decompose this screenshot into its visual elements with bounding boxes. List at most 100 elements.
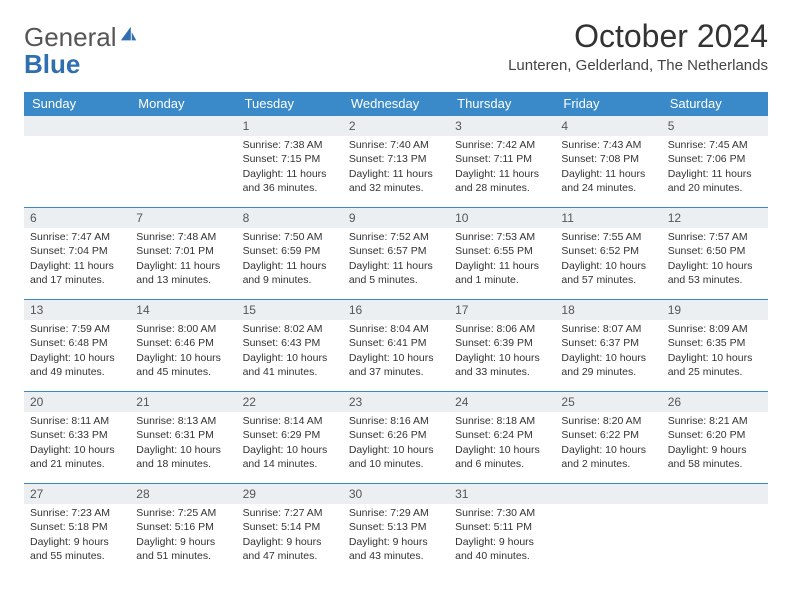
day-number-empty [130,116,236,136]
day-number: 31 [449,484,555,504]
calendar-day-cell: 9Sunrise: 7:52 AMSunset: 6:57 PMDaylight… [343,208,449,300]
day-details: Sunrise: 8:16 AMSunset: 6:26 PMDaylight:… [343,412,449,475]
weekday-header: Monday [130,92,236,116]
day-number: 22 [237,392,343,412]
day-number: 23 [343,392,449,412]
day-details: Sunrise: 7:50 AMSunset: 6:59 PMDaylight:… [237,228,343,291]
calendar-day-cell: 24Sunrise: 8:18 AMSunset: 6:24 PMDayligh… [449,392,555,484]
day-number: 3 [449,116,555,136]
day-number: 8 [237,208,343,228]
calendar-day-cell: 22Sunrise: 8:14 AMSunset: 6:29 PMDayligh… [237,392,343,484]
day-details: Sunrise: 7:47 AMSunset: 7:04 PMDaylight:… [24,228,130,291]
calendar-day-cell: 7Sunrise: 7:48 AMSunset: 7:01 PMDaylight… [130,208,236,300]
calendar-day-cell: 25Sunrise: 8:20 AMSunset: 6:22 PMDayligh… [555,392,661,484]
logo-text-blue: Blue [24,49,80,79]
calendar-day-cell: 8Sunrise: 7:50 AMSunset: 6:59 PMDaylight… [237,208,343,300]
day-details: Sunrise: 7:59 AMSunset: 6:48 PMDaylight:… [24,320,130,383]
day-details: Sunrise: 7:40 AMSunset: 7:13 PMDaylight:… [343,136,449,199]
day-number: 5 [662,116,768,136]
calendar-day-cell: 19Sunrise: 8:09 AMSunset: 6:35 PMDayligh… [662,300,768,392]
day-details: Sunrise: 8:11 AMSunset: 6:33 PMDaylight:… [24,412,130,475]
weekday-header: Sunday [24,92,130,116]
calendar-header-row: SundayMondayTuesdayWednesdayThursdayFrid… [24,92,768,116]
calendar-day-cell: 28Sunrise: 7:25 AMSunset: 5:16 PMDayligh… [130,484,236,576]
day-number: 30 [343,484,449,504]
day-number: 2 [343,116,449,136]
calendar-empty-cell [555,484,661,576]
calendar-empty-cell [662,484,768,576]
calendar-day-cell: 14Sunrise: 8:00 AMSunset: 6:46 PMDayligh… [130,300,236,392]
weekday-header: Tuesday [237,92,343,116]
day-details: Sunrise: 7:57 AMSunset: 6:50 PMDaylight:… [662,228,768,291]
day-details: Sunrise: 8:14 AMSunset: 6:29 PMDaylight:… [237,412,343,475]
calendar-day-cell: 10Sunrise: 7:53 AMSunset: 6:55 PMDayligh… [449,208,555,300]
day-number: 6 [24,208,130,228]
day-number: 10 [449,208,555,228]
calendar-empty-cell [130,116,236,208]
day-details: Sunrise: 8:13 AMSunset: 6:31 PMDaylight:… [130,412,236,475]
calendar-week-row: 1Sunrise: 7:38 AMSunset: 7:15 PMDaylight… [24,116,768,208]
day-details: Sunrise: 8:18 AMSunset: 6:24 PMDaylight:… [449,412,555,475]
calendar-table: SundayMondayTuesdayWednesdayThursdayFrid… [24,92,768,576]
calendar-day-cell: 26Sunrise: 8:21 AMSunset: 6:20 PMDayligh… [662,392,768,484]
calendar-day-cell: 11Sunrise: 7:55 AMSunset: 6:52 PMDayligh… [555,208,661,300]
day-number: 26 [662,392,768,412]
day-number: 27 [24,484,130,504]
calendar-week-row: 20Sunrise: 8:11 AMSunset: 6:33 PMDayligh… [24,392,768,484]
calendar-day-cell: 13Sunrise: 7:59 AMSunset: 6:48 PMDayligh… [24,300,130,392]
calendar-day-cell: 3Sunrise: 7:42 AMSunset: 7:11 PMDaylight… [449,116,555,208]
calendar-day-cell: 29Sunrise: 7:27 AMSunset: 5:14 PMDayligh… [237,484,343,576]
day-details: Sunrise: 7:30 AMSunset: 5:11 PMDaylight:… [449,504,555,567]
logo-sail-icon [119,24,139,44]
day-details: Sunrise: 8:00 AMSunset: 6:46 PMDaylight:… [130,320,236,383]
day-number: 11 [555,208,661,228]
day-details: Sunrise: 8:21 AMSunset: 6:20 PMDaylight:… [662,412,768,475]
day-details: Sunrise: 8:04 AMSunset: 6:41 PMDaylight:… [343,320,449,383]
day-number: 14 [130,300,236,320]
day-number: 19 [662,300,768,320]
calendar-day-cell: 5Sunrise: 7:45 AMSunset: 7:06 PMDaylight… [662,116,768,208]
day-number: 7 [130,208,236,228]
header: GeneralBlue October 2024 Lunteren, Gelde… [24,18,768,80]
day-details: Sunrise: 7:48 AMSunset: 7:01 PMDaylight:… [130,228,236,291]
day-number-empty [24,116,130,136]
calendar-body: 1Sunrise: 7:38 AMSunset: 7:15 PMDaylight… [24,116,768,576]
day-details: Sunrise: 7:55 AMSunset: 6:52 PMDaylight:… [555,228,661,291]
weekday-header: Saturday [662,92,768,116]
title-block: October 2024 Lunteren, Gelderland, The N… [508,18,768,74]
day-details: Sunrise: 7:23 AMSunset: 5:18 PMDaylight:… [24,504,130,567]
page-title: October 2024 [508,18,768,55]
day-number: 20 [24,392,130,412]
day-number-empty [555,484,661,504]
calendar-day-cell: 15Sunrise: 8:02 AMSunset: 6:43 PMDayligh… [237,300,343,392]
day-number: 12 [662,208,768,228]
day-number: 28 [130,484,236,504]
logo: GeneralBlue [24,18,139,80]
day-details: Sunrise: 7:29 AMSunset: 5:13 PMDaylight:… [343,504,449,567]
calendar-day-cell: 23Sunrise: 8:16 AMSunset: 6:26 PMDayligh… [343,392,449,484]
day-details: Sunrise: 7:45 AMSunset: 7:06 PMDaylight:… [662,136,768,199]
day-number: 13 [24,300,130,320]
day-number: 15 [237,300,343,320]
calendar-week-row: 27Sunrise: 7:23 AMSunset: 5:18 PMDayligh… [24,484,768,576]
day-details: Sunrise: 8:09 AMSunset: 6:35 PMDaylight:… [662,320,768,383]
day-number: 4 [555,116,661,136]
calendar-day-cell: 16Sunrise: 8:04 AMSunset: 6:41 PMDayligh… [343,300,449,392]
day-details: Sunrise: 7:38 AMSunset: 7:15 PMDaylight:… [237,136,343,199]
day-details: Sunrise: 7:52 AMSunset: 6:57 PMDaylight:… [343,228,449,291]
day-number: 1 [237,116,343,136]
day-details: Sunrise: 8:20 AMSunset: 6:22 PMDaylight:… [555,412,661,475]
day-details: Sunrise: 7:42 AMSunset: 7:11 PMDaylight:… [449,136,555,199]
calendar-day-cell: 6Sunrise: 7:47 AMSunset: 7:04 PMDaylight… [24,208,130,300]
weekday-header: Thursday [449,92,555,116]
calendar-day-cell: 21Sunrise: 8:13 AMSunset: 6:31 PMDayligh… [130,392,236,484]
day-number: 25 [555,392,661,412]
calendar-day-cell: 20Sunrise: 8:11 AMSunset: 6:33 PMDayligh… [24,392,130,484]
day-details: Sunrise: 8:06 AMSunset: 6:39 PMDaylight:… [449,320,555,383]
day-number: 16 [343,300,449,320]
calendar-day-cell: 18Sunrise: 8:07 AMSunset: 6:37 PMDayligh… [555,300,661,392]
calendar-week-row: 13Sunrise: 7:59 AMSunset: 6:48 PMDayligh… [24,300,768,392]
day-number: 17 [449,300,555,320]
day-details: Sunrise: 7:53 AMSunset: 6:55 PMDaylight:… [449,228,555,291]
calendar-day-cell: 1Sunrise: 7:38 AMSunset: 7:15 PMDaylight… [237,116,343,208]
